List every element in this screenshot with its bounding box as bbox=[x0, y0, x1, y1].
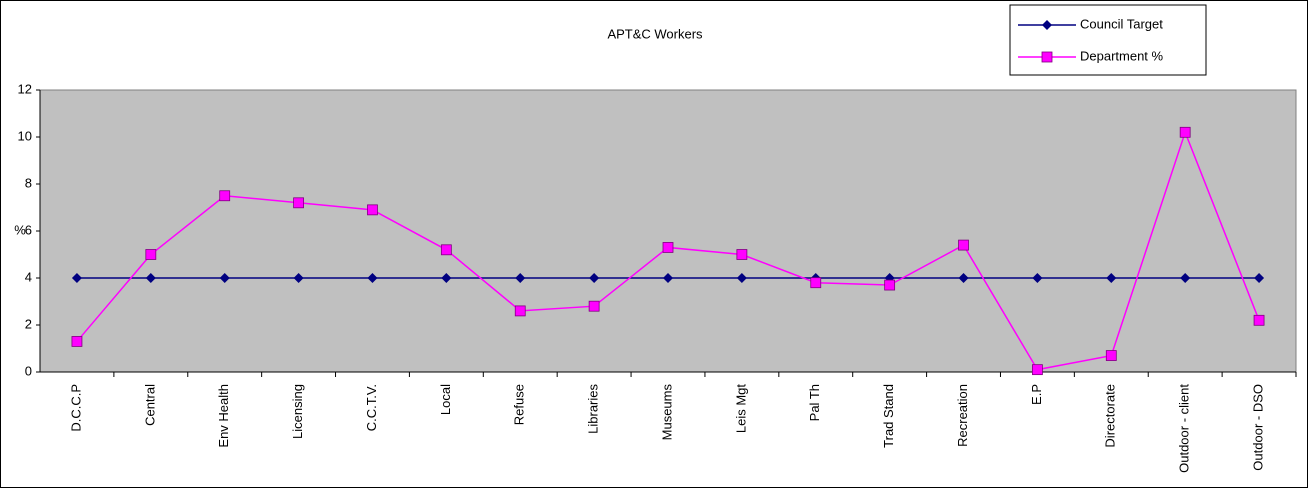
data-point bbox=[1179, 126, 1191, 138]
data-point bbox=[219, 190, 231, 202]
legend-marker bbox=[1041, 51, 1053, 63]
x-tick-label: Licensing bbox=[290, 384, 305, 439]
data-point bbox=[589, 273, 600, 283]
data-point bbox=[293, 197, 304, 209]
data-point bbox=[1254, 273, 1265, 283]
data-point bbox=[514, 305, 526, 317]
legend-marker bbox=[1042, 20, 1052, 30]
data-point bbox=[958, 273, 969, 283]
legend-label: Council Target bbox=[1080, 16, 1163, 31]
data-point bbox=[1032, 364, 1043, 376]
x-tick-label: Pal Th bbox=[807, 384, 822, 421]
y-tick-label: 6 bbox=[25, 222, 32, 237]
data-point bbox=[1106, 273, 1117, 283]
plot-area bbox=[39, 89, 1297, 373]
y-tick-label: 10 bbox=[18, 128, 32, 143]
data-point bbox=[367, 273, 378, 283]
x-tick-label: Libraries bbox=[586, 384, 601, 434]
chart-title: APT&C Workers bbox=[607, 26, 703, 41]
y-tick-label: 0 bbox=[25, 363, 32, 378]
x-tick-label: Outdoor - DSO bbox=[1250, 384, 1265, 471]
data-point bbox=[71, 273, 82, 283]
x-tick-label: Env Health bbox=[216, 384, 231, 448]
data-point bbox=[1032, 273, 1043, 283]
x-tick-label: Central bbox=[142, 384, 157, 426]
x-tick-label: C.C.T.V. bbox=[364, 384, 379, 431]
data-point bbox=[1105, 350, 1117, 361]
x-tick-label: Recreation bbox=[955, 384, 970, 447]
x-tick-label: Refuse bbox=[512, 384, 527, 425]
data-point bbox=[588, 300, 600, 312]
y-axis-label: % bbox=[14, 222, 26, 237]
data-point bbox=[662, 242, 674, 253]
legend-box bbox=[1009, 4, 1207, 76]
data-point bbox=[440, 244, 452, 256]
data-point bbox=[958, 239, 969, 251]
x-tick-label: Leis Mgt bbox=[733, 384, 748, 434]
data-point bbox=[1180, 273, 1191, 283]
x-tick-label: Museums bbox=[659, 384, 674, 441]
y-tick-label: 2 bbox=[25, 316, 32, 331]
data-point bbox=[71, 336, 83, 347]
x-tick-label: Directorate bbox=[1103, 384, 1118, 448]
x-tick-label: D.C.C.P bbox=[68, 384, 83, 432]
data-point bbox=[219, 273, 230, 283]
x-tick-label: Outdoor - client bbox=[1177, 384, 1192, 473]
data-point bbox=[1253, 314, 1265, 326]
data-point bbox=[663, 273, 673, 283]
data-point bbox=[293, 273, 304, 283]
x-tick-label: E.P bbox=[1029, 384, 1044, 405]
data-point bbox=[145, 273, 156, 283]
y-tick-label: 12 bbox=[18, 81, 32, 96]
x-tick-label: Trad Stand bbox=[881, 384, 896, 448]
y-tick-label: 4 bbox=[25, 269, 32, 284]
data-point bbox=[736, 273, 747, 283]
data-point bbox=[736, 249, 748, 260]
legend-label: Department % bbox=[1080, 48, 1164, 63]
x-tick-label: Local bbox=[438, 384, 453, 415]
data-point bbox=[884, 279, 896, 291]
data-point bbox=[515, 273, 526, 283]
data-point bbox=[145, 249, 157, 260]
data-point bbox=[441, 273, 452, 283]
data-point bbox=[810, 277, 822, 289]
data-point bbox=[367, 204, 378, 216]
y-tick-label: 8 bbox=[25, 175, 32, 190]
